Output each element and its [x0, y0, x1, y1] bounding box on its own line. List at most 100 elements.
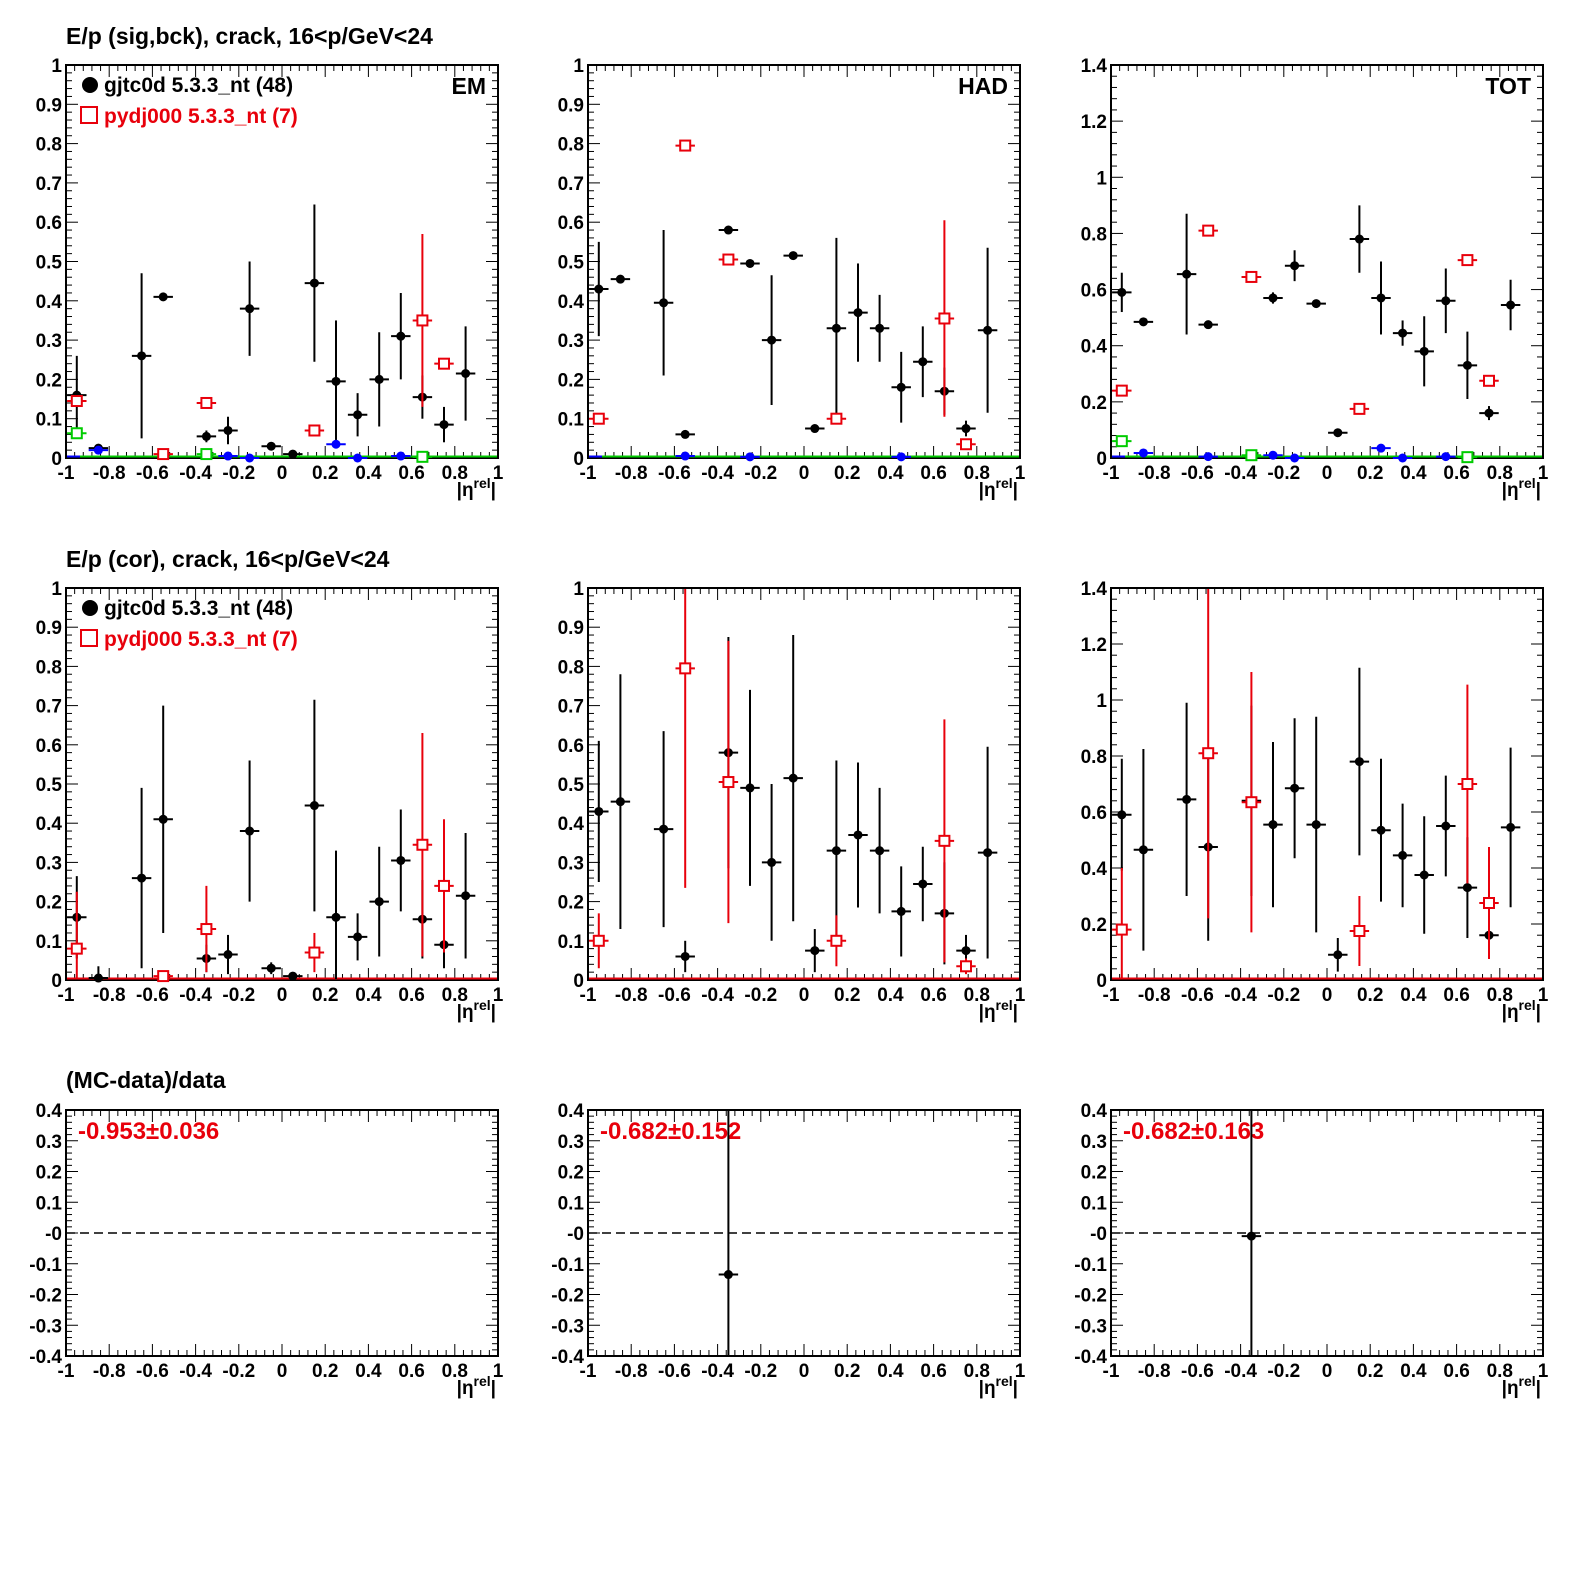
y-tick-label: 0.4	[1081, 859, 1108, 880]
y-tick-label: 0.2	[36, 1163, 62, 1184]
y-tick-label: -0.3	[1074, 1316, 1107, 1337]
x-tick-label: 0.4	[355, 1361, 382, 1382]
x-tick-label: -0.8	[1138, 1361, 1171, 1382]
y-tick-label: -0	[567, 1224, 584, 1245]
ratio-value: -0.682±0.163	[1123, 1118, 1264, 1145]
x-axis-label: |ηrel|	[457, 1373, 496, 1399]
data-point	[1398, 453, 1408, 463]
x-tick-label: -0.2	[222, 1361, 255, 1382]
mc-point	[416, 314, 429, 327]
x-tick-label: 0	[277, 1361, 288, 1382]
y-tick-label: 0.5	[558, 775, 585, 796]
data-point	[1398, 850, 1408, 860]
x-tick-label: 0.8	[1487, 1361, 1513, 1382]
x-tick-label: 0	[799, 1361, 810, 1382]
data-point	[745, 258, 755, 268]
x-tick-label: 0.4	[355, 985, 382, 1006]
x-tick-label: -0.2	[744, 1361, 777, 1382]
ratio-value: -0.953±0.036	[78, 1118, 219, 1145]
x-tick-label: -0.8	[615, 463, 648, 484]
data-point	[353, 932, 363, 942]
data-point	[331, 912, 341, 922]
data-point	[1138, 317, 1148, 327]
x-tick-label: -0.6	[658, 1361, 691, 1382]
data-point	[245, 304, 255, 314]
x-tick-label: 0.4	[355, 463, 382, 484]
mc-point	[308, 946, 321, 959]
legend-mc-label: pydj000 5.3.3_nt (7)	[104, 105, 298, 128]
legend-mc-marker	[80, 106, 98, 124]
x-tick-label: 0	[277, 463, 288, 484]
data-point	[1182, 269, 1192, 279]
series-1	[589, 589, 976, 975]
data-point	[1268, 293, 1278, 303]
data-point	[659, 824, 669, 834]
series-0	[67, 699, 476, 983]
y-tick-label: 0.6	[36, 736, 62, 757]
x-tick-label: -0.2	[1267, 1361, 1300, 1382]
x-tick-label: 0.2	[312, 985, 338, 1006]
y-tick-label: 0.6	[1081, 803, 1107, 824]
mc-point	[960, 438, 972, 451]
y-tick-label: 0.1	[558, 410, 585, 431]
mc-point	[1353, 402, 1366, 415]
x-axis-label: |ηrel|	[979, 997, 1018, 1023]
data-point	[288, 449, 298, 459]
x-tick-label: 0.2	[834, 985, 860, 1006]
mc-point	[1202, 747, 1215, 760]
mc-point	[1483, 897, 1495, 909]
panel-label: EM	[452, 73, 487, 99]
mc-point	[1245, 796, 1258, 809]
data-point	[223, 425, 233, 435]
x-tick-label: 0.6	[920, 1361, 946, 1382]
data-point	[680, 429, 690, 439]
mc-point	[679, 139, 692, 152]
x-tick-label: -1	[58, 985, 75, 1006]
x-tick-label: -0.2	[222, 463, 255, 484]
x-tick-label: 0.8	[442, 1361, 468, 1382]
x-tick-label: 0.2	[312, 1361, 338, 1382]
x-tick-label: 0.4	[877, 1361, 904, 1382]
y-tick-label: 1	[51, 56, 62, 77]
mc-point	[1115, 435, 1128, 448]
mc-point	[1115, 923, 1128, 936]
y-tick-label: 0	[573, 449, 584, 470]
y-tick-label: 0.6	[558, 213, 584, 234]
ratio-value: -0.682±0.152	[600, 1118, 741, 1145]
mc-point	[438, 357, 450, 370]
mc-point	[830, 412, 843, 425]
mc-point	[592, 934, 605, 947]
mc-point	[70, 395, 83, 408]
data-point	[266, 441, 276, 451]
data-point	[1398, 328, 1408, 338]
y-tick-label: 0.1	[558, 1193, 585, 1214]
y-tick-label: 0.8	[36, 135, 62, 156]
y-tick-label: 0.3	[558, 1132, 584, 1153]
data-point	[266, 963, 276, 973]
y-tick-label: 0	[1096, 971, 1107, 992]
data-point	[788, 773, 798, 783]
x-tick-label: 0.8	[442, 463, 468, 484]
data-point	[1117, 810, 1127, 820]
y-tick-label: -0.2	[29, 1286, 62, 1307]
y-tick-label: 0.3	[1081, 1132, 1107, 1153]
x-tick-label: -0.8	[615, 1361, 648, 1382]
y-tick-label: 0.1	[558, 932, 585, 953]
x-tick-label: 0.6	[398, 1361, 424, 1382]
mc-point	[1461, 451, 1474, 464]
y-tick-label: 0.2	[1081, 1163, 1107, 1184]
x-tick-label: -0.8	[93, 463, 126, 484]
plot-frame	[587, 587, 1021, 981]
y-tick-label: 0.2	[558, 370, 584, 391]
x-tick-label: 0	[277, 985, 288, 1006]
y-tick-label: 0.3	[36, 853, 62, 874]
data-point	[594, 284, 604, 294]
y-tick-label: 0.7	[558, 174, 584, 195]
y-tick-label: 1.2	[1081, 635, 1107, 656]
data-point	[331, 439, 341, 449]
mc-point	[70, 942, 83, 955]
data-point	[788, 251, 798, 261]
x-tick-label: -0.4	[179, 985, 212, 1006]
data-point	[1203, 320, 1213, 330]
x-tick-label: 0.2	[834, 463, 860, 484]
